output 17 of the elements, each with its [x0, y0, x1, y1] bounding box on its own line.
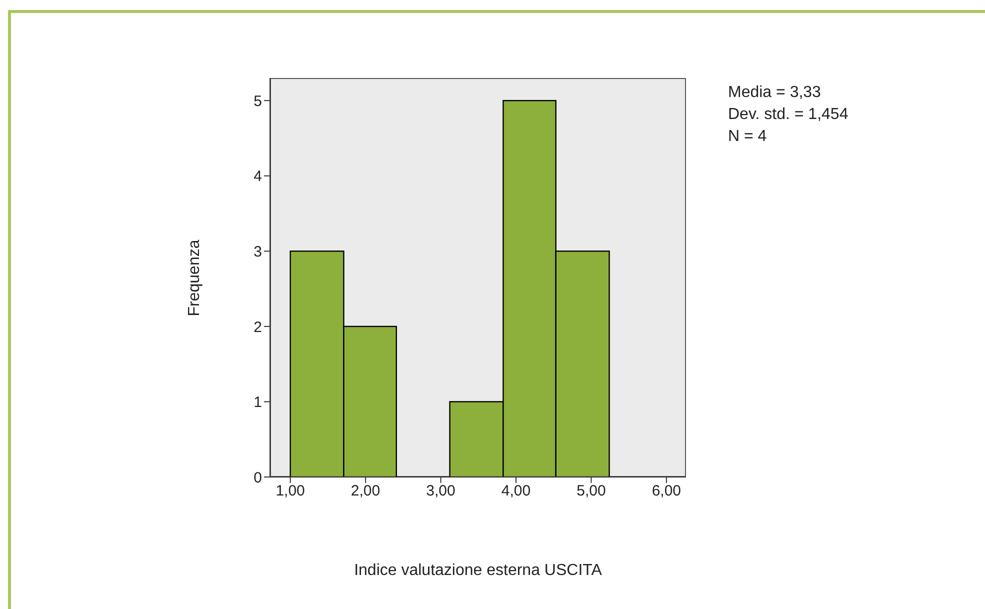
x-tick-label: 3,00 [426, 482, 456, 500]
x-tick-label: 4,00 [501, 482, 531, 500]
y-tick-label: 2 [254, 318, 262, 336]
x-tick-label: 5,00 [576, 482, 606, 500]
y-axis-title: Frequenza [186, 239, 204, 316]
x-tick-label: 2,00 [350, 482, 380, 500]
y-tick-label: 4 [254, 168, 262, 186]
x-axis-title: Indice valutazione esterna USCITA [353, 562, 603, 580]
x-tick-label: 6,00 [652, 482, 682, 500]
text: Media = 3,33 [728, 83, 822, 103]
x-tick-label: 1,00 [276, 482, 305, 500]
text: Dev. std. = 1,454 [728, 105, 848, 125]
text: N = 4 [728, 127, 768, 147]
y-tick-label: 5 [254, 92, 262, 110]
y-tick-label: 0 [254, 469, 262, 486]
y-tick-label: 3 [254, 243, 262, 260]
y-tick-label: 1 [254, 394, 262, 412]
